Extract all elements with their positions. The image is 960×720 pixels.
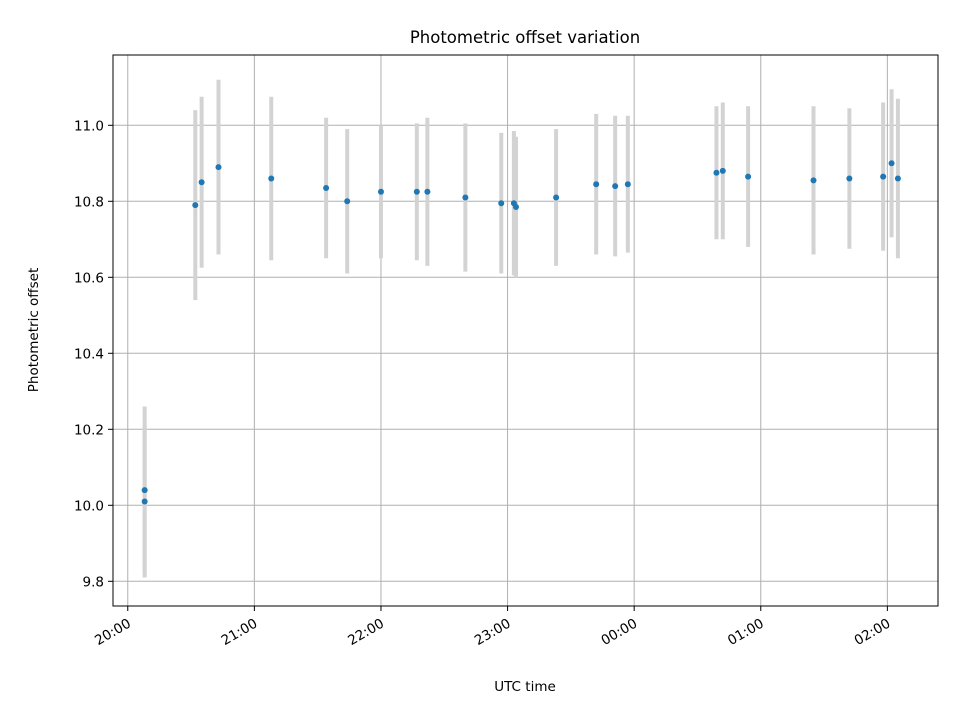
data-point [323,185,330,191]
y-tick-label: 10.6 [74,270,104,286]
data-point [719,167,726,174]
x-axis-label: UTC time [494,679,556,695]
data-point [192,202,199,209]
y-tick-label: 11.0 [74,118,104,134]
data-point [141,487,148,494]
data-point [462,194,469,201]
data-point [344,198,351,205]
data-point [553,194,560,201]
plot-frame [112,54,939,607]
data-point [888,160,895,167]
data-point [894,175,901,182]
data-point [624,181,631,188]
y-tick-label: 10.0 [74,498,104,514]
y-axis-ticks: 9.8 10.0 10.2 10.4 10.6 10.8 11.0 [74,118,113,590]
y-tick-label: 10.2 [74,422,104,438]
data-points [141,160,901,505]
data-point [846,175,853,182]
chart-title: Photometric offset variation [410,28,640,47]
data-point [880,173,887,180]
data-point [745,173,752,180]
y-tick-label: 9.8 [83,574,104,590]
grid [113,55,938,606]
data-point [810,177,817,184]
data-point [593,181,600,188]
y-axis-label: Photometric offset [26,268,42,392]
y-tick-label: 10.4 [74,346,104,362]
data-point [424,188,431,195]
data-point [413,188,420,195]
data-point [612,183,619,190]
data-point [141,498,148,505]
data-point [198,179,205,186]
y-tick-label: 10.8 [74,194,104,210]
data-point [377,188,384,195]
data-point [215,164,222,171]
data-point [498,200,505,207]
data-point [268,175,275,182]
data-point [713,169,720,176]
data-point [513,204,520,210]
